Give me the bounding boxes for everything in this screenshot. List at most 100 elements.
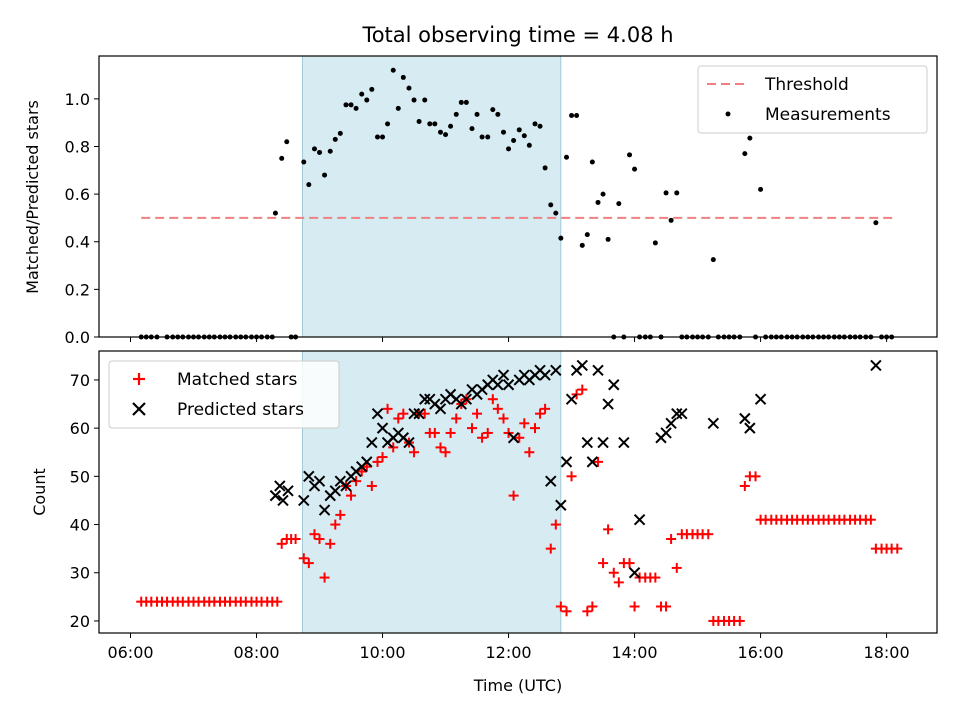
matched-star-marker bbox=[734, 615, 745, 626]
matched-star-marker bbox=[366, 480, 377, 491]
measurement-point bbox=[584, 232, 590, 238]
matched-star-marker bbox=[629, 601, 640, 612]
predicted-star-marker bbox=[366, 436, 378, 449]
matched-star-marker bbox=[319, 572, 330, 583]
top-legend: Threshold Measurements bbox=[697, 65, 928, 134]
measurement-point bbox=[364, 97, 370, 103]
matched-star-marker bbox=[566, 471, 577, 482]
matched-star-marker bbox=[477, 432, 488, 443]
predicted-star-marker bbox=[413, 407, 425, 420]
measurement-point bbox=[359, 91, 365, 97]
predicted-star-marker bbox=[665, 417, 677, 430]
legend-predicted-swatch bbox=[132, 402, 146, 416]
measurement-point bbox=[416, 118, 422, 124]
top-y-tick-label: 0.4 bbox=[65, 233, 90, 252]
matched-star-marker bbox=[550, 519, 561, 530]
bottom-highlight-span bbox=[302, 350, 562, 634]
matched-star-marker bbox=[393, 413, 404, 424]
predicted-star-marker bbox=[870, 359, 882, 372]
predicted-star-marker bbox=[497, 369, 510, 381]
matched-star-marker bbox=[372, 456, 383, 467]
measurement-point bbox=[710, 257, 716, 263]
measurement-point bbox=[600, 191, 606, 197]
bottom-x-tick-label: 16:00 bbox=[738, 643, 784, 662]
measurement-point bbox=[348, 102, 354, 108]
matched-star-marker bbox=[325, 538, 336, 549]
measurement-point bbox=[663, 190, 669, 196]
measurement-point bbox=[526, 142, 532, 148]
matched-star-marker bbox=[519, 418, 530, 429]
matched-star-marker bbox=[361, 461, 372, 472]
measurement-point bbox=[548, 202, 554, 208]
measurement-point bbox=[758, 186, 764, 192]
bottom-y-axis-label: Count bbox=[30, 468, 49, 516]
matched-star-marker bbox=[429, 427, 440, 438]
measurement-point bbox=[443, 132, 449, 138]
top-y-tick-label: 0.6 bbox=[65, 185, 90, 204]
measurement-point bbox=[374, 134, 380, 140]
measurement-point bbox=[579, 242, 585, 248]
matched-star-marker bbox=[530, 423, 541, 434]
measurement-point bbox=[474, 111, 480, 117]
bottom-x-tick-label: 06:00 bbox=[107, 643, 153, 662]
matched-star-marker bbox=[451, 413, 462, 424]
top-y-tick-label: 1.0 bbox=[65, 90, 90, 109]
predicted-star-marker bbox=[318, 504, 331, 516]
bottom-y-tick-label: 40 bbox=[70, 516, 90, 535]
bottom-x-tick-label: 12:00 bbox=[485, 643, 531, 662]
matched-star-marker bbox=[750, 471, 761, 482]
matched-star-marker bbox=[703, 529, 714, 540]
measurement-point bbox=[272, 210, 278, 216]
measurement-point bbox=[574, 113, 580, 119]
measurement-point bbox=[506, 146, 512, 152]
matched-star-marker bbox=[498, 413, 509, 424]
matched-star-marker bbox=[598, 558, 609, 569]
matched-star-marker bbox=[276, 538, 287, 549]
measurement-point bbox=[469, 126, 475, 132]
matched-star-marker bbox=[577, 384, 588, 395]
predicted-star-marker bbox=[586, 456, 599, 468]
matched-star-marker bbox=[298, 553, 309, 564]
matched-star-marker bbox=[445, 427, 456, 438]
measurement-point bbox=[385, 121, 391, 127]
matched-star-marker bbox=[624, 558, 635, 569]
bottom-y-tick-label: 20 bbox=[70, 612, 90, 631]
top-highlight-span bbox=[302, 55, 562, 338]
matched-star-marker bbox=[482, 427, 493, 438]
top-x-ticks bbox=[130, 337, 888, 342]
measurement-point bbox=[485, 134, 491, 140]
matched-star-marker bbox=[892, 543, 903, 554]
measurement-point bbox=[490, 107, 496, 113]
bottom-y-tick-label: 50 bbox=[70, 467, 90, 486]
matched-star-marker bbox=[582, 606, 593, 617]
matched-star-marker bbox=[603, 524, 614, 535]
predicted-star-marker bbox=[618, 436, 630, 449]
measurement-point bbox=[306, 182, 312, 188]
measurement-point bbox=[390, 67, 396, 73]
predicted-star-marker bbox=[633, 514, 646, 526]
predicted-star-marker bbox=[592, 364, 604, 376]
matched-star-marker bbox=[671, 562, 682, 573]
measurement-point bbox=[380, 134, 386, 140]
predicted-star-marker bbox=[376, 422, 389, 434]
measurement-point bbox=[605, 236, 611, 242]
predicted-star-marker bbox=[361, 456, 373, 468]
top-y-axis: 0.0 0.2 0.4 0.6 0.8 1.0 bbox=[65, 90, 99, 347]
matched-star-marker bbox=[613, 577, 624, 588]
matched-star-marker bbox=[561, 606, 572, 617]
legend-measurements-label: Measurements bbox=[765, 105, 891, 125]
bottom-x-tick-label: 10:00 bbox=[359, 643, 405, 662]
legend-threshold-label: Threshold bbox=[764, 75, 849, 95]
measurement-point bbox=[742, 151, 748, 157]
predicted-star-marker bbox=[660, 427, 672, 439]
figure-title: Total observing time = 4.08 h bbox=[361, 23, 673, 47]
measurement-point bbox=[432, 121, 438, 127]
measurement-point bbox=[495, 111, 501, 117]
measurement-point bbox=[332, 136, 338, 142]
matched-star-marker bbox=[514, 432, 525, 443]
predicted-star-marker bbox=[550, 364, 562, 376]
predicted-star-marker bbox=[754, 393, 767, 405]
predicted-star-marker bbox=[576, 359, 588, 372]
measurement-point bbox=[458, 99, 464, 105]
